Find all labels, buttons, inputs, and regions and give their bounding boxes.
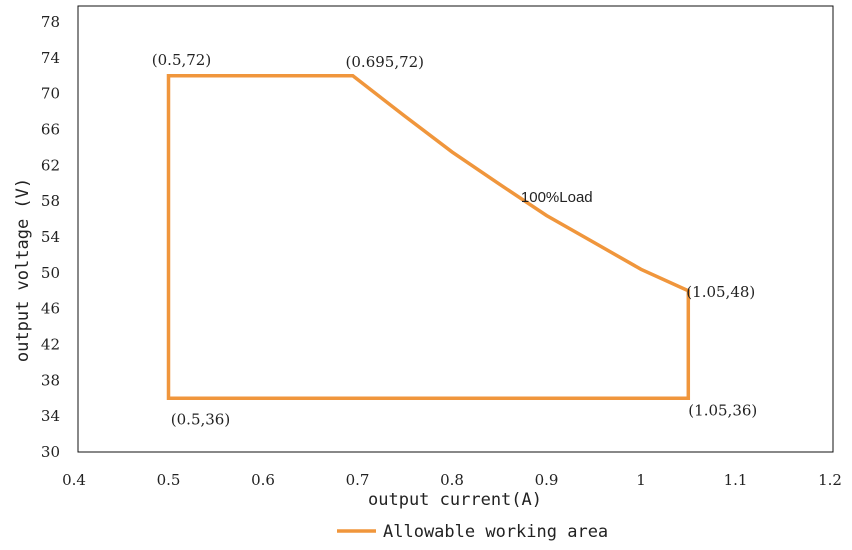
x-tick-label: 1.1: [724, 471, 748, 489]
x-tick-label: 0.9: [535, 471, 559, 489]
x-tick-label: 1: [636, 471, 646, 489]
y-tick-label: 62: [41, 156, 60, 174]
y-tick-label: 70: [41, 85, 60, 103]
point-annotation: (0.695,72): [346, 53, 425, 71]
x-tick-labels: 0.4 0.5 0.6 0.7 0.8 0.9 1 1.1 1.2: [62, 471, 842, 489]
series-label-100-load: 100%Load: [521, 189, 593, 206]
point-annotation: (0.5,72): [152, 51, 211, 69]
point-annotation: (1.05,48): [686, 283, 755, 301]
x-tick-label: 1.2: [818, 471, 842, 489]
x-tick-label: 0.6: [251, 471, 275, 489]
x-tick-label: 0.7: [346, 471, 370, 489]
y-tick-label: 74: [41, 49, 60, 67]
y-axis-title: output voltage (V): [13, 178, 33, 362]
y-tick-label: 66: [41, 121, 60, 139]
x-tick-label: 0.8: [440, 471, 464, 489]
y-tick-label: 58: [41, 192, 60, 210]
y-tick-label: 30: [41, 443, 60, 461]
y-tick-label: 54: [41, 228, 60, 246]
plot-frame: [78, 6, 833, 452]
point-annotation: (1.05,36): [688, 401, 757, 419]
x-tick-label: 0.4: [62, 471, 86, 489]
legend: Allowable working area: [337, 522, 608, 542]
series-line-allowable-working-area: [169, 76, 689, 399]
y-tick-label: 34: [41, 407, 60, 425]
y-tick-label: 42: [41, 336, 60, 354]
y-tick-label: 78: [41, 13, 60, 31]
point-annotations: (0.5,72) (0.695,72) (1.05,48) (1.05,36) (0.5…: [152, 51, 757, 429]
y-tick-label: 50: [41, 264, 60, 282]
y-tick-labels: 30 34 38 42 46 50 54 58 62 66 70 74 78: [41, 13, 60, 461]
x-axis-title: output current(A): [368, 490, 542, 510]
y-tick-label: 38: [41, 371, 60, 389]
point-annotation: (0.5,36): [171, 410, 230, 428]
x-tick-label: 0.5: [157, 471, 181, 489]
y-tick-label: 46: [41, 300, 60, 318]
legend-label: Allowable working area: [383, 522, 608, 542]
